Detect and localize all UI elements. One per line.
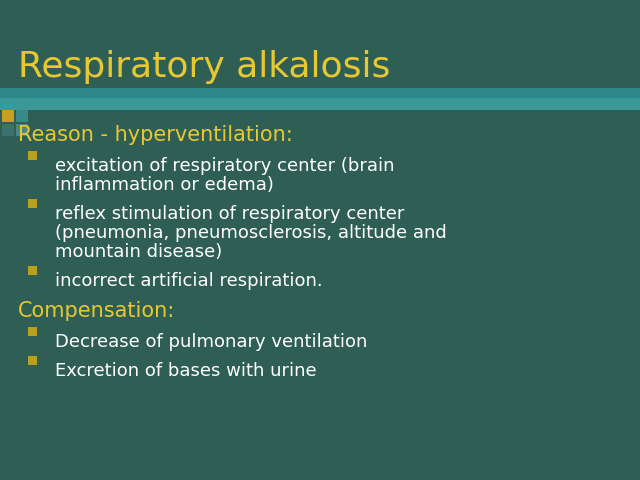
Text: (pneumonia, pneumosclerosis, altitude and: (pneumonia, pneumosclerosis, altitude an…: [55, 224, 447, 242]
Text: Excretion of bases with urine: Excretion of bases with urine: [55, 362, 317, 380]
Text: reflex stimulation of respiratory center: reflex stimulation of respiratory center: [55, 205, 404, 223]
Bar: [2, 110, 14, 122]
Text: Decrease of pulmonary ventilation: Decrease of pulmonary ventilation: [55, 333, 367, 351]
Bar: [28, 151, 37, 160]
Text: excitation of respiratory center (brain: excitation of respiratory center (brain: [55, 157, 394, 175]
Text: inflammation or edema): inflammation or edema): [55, 176, 274, 194]
Bar: [16, 110, 28, 122]
Text: Respiratory alkalosis: Respiratory alkalosis: [18, 50, 390, 84]
Bar: [28, 266, 37, 275]
Bar: [28, 199, 37, 208]
Bar: [16, 124, 28, 136]
Text: Compensation:: Compensation:: [18, 301, 175, 321]
Text: incorrect artificial respiration.: incorrect artificial respiration.: [55, 272, 323, 290]
Bar: [2, 124, 14, 136]
Text: Reason - hyperventilation:: Reason - hyperventilation:: [18, 125, 292, 145]
Text: mountain disease): mountain disease): [55, 243, 222, 261]
Bar: [0, 98, 640, 110]
Bar: [0, 88, 640, 98]
Bar: [28, 356, 37, 365]
Bar: [28, 327, 37, 336]
